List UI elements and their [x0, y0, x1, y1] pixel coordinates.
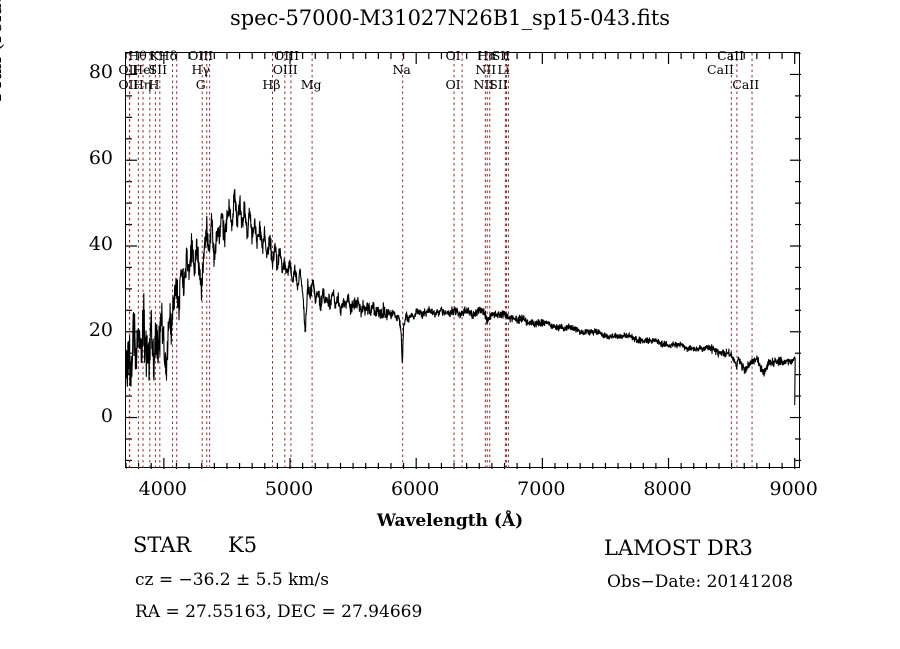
spectral-line-label: K — [149, 48, 160, 63]
obs-date-label: Obs−Date: 20141208 — [607, 572, 794, 592]
spectral-line-label: SII — [491, 48, 511, 63]
spectral-line-label: OIII — [273, 48, 300, 63]
spectral-line-label: HeI — [132, 62, 156, 77]
x-tick-label: 9000 — [769, 478, 818, 500]
spectral-line-label: H — [148, 77, 160, 92]
spectral-line-label: Hθ — [128, 48, 147, 63]
x-tick-label: 7000 — [517, 478, 566, 500]
spectral-line-label: OI — [445, 48, 461, 63]
x-tick-label: 8000 — [643, 478, 692, 500]
spectral-line-label: Hδ — [158, 48, 178, 63]
spectral-line-label: OIII — [272, 62, 298, 77]
figure-title: spec-57000-M31027N26B1_sp15-043.fits — [229, 6, 671, 30]
spectral-line-label: G — [195, 77, 206, 92]
y-tick-label: 80 — [88, 61, 113, 84]
spectral-type-label: K5 — [228, 533, 258, 557]
plot-svg — [126, 53, 801, 469]
y-axis-title: Flux (relative) — [0, 0, 6, 102]
x-tick-label: 6000 — [390, 478, 440, 500]
object-class-label: STAR — [133, 533, 192, 557]
spectral-line-label: SII — [489, 77, 508, 92]
x-tick-label: 4000 — [138, 478, 188, 500]
spectrum-trace — [126, 188, 796, 406]
spectral-line-label: CaII — [732, 77, 760, 92]
spectral-line-label: Na — [392, 62, 411, 77]
spectral-line-label: Hη — [132, 77, 152, 92]
coordinates-value: RA = 27.55163, DEC = 27.94669 — [135, 602, 423, 622]
plot-area — [125, 52, 801, 469]
axis-ticks — [126, 53, 801, 469]
spectral-line-label: OI — [445, 77, 461, 92]
spectral-line-label: NII — [475, 62, 497, 77]
spectral-line-label: CaII — [717, 48, 745, 63]
spectral-line-label: Mg — [300, 77, 322, 92]
spectral-line-label: OII — [118, 62, 139, 77]
line-markers — [128, 53, 753, 469]
spectral-line-label: CaII — [707, 62, 734, 77]
spectral-line-label: OIII — [188, 48, 214, 63]
survey-label: LAMOST DR3 — [604, 536, 753, 560]
spectral-line-label: SII — [148, 62, 168, 77]
y-tick-label: 60 — [88, 147, 113, 170]
spectral-line-label: Hα — [477, 48, 497, 63]
spectral-line-label: Hγ — [191, 62, 210, 77]
spectral-line-label: OII — [118, 77, 139, 92]
y-tick-label: 40 — [88, 232, 113, 255]
spectral-line-label: Li — [497, 62, 510, 77]
y-tick-label: 20 — [88, 318, 113, 341]
y-tick-label: 0 — [100, 404, 113, 427]
spectral-line-label: NII — [473, 77, 495, 92]
spectral-line-label: Hβ — [262, 77, 281, 92]
x-tick-label: 5000 — [264, 478, 314, 500]
x-axis-title: Wavelength (Å) — [376, 511, 524, 531]
cz-value: cz = −36.2 ± 5.5 km/s — [135, 570, 329, 590]
